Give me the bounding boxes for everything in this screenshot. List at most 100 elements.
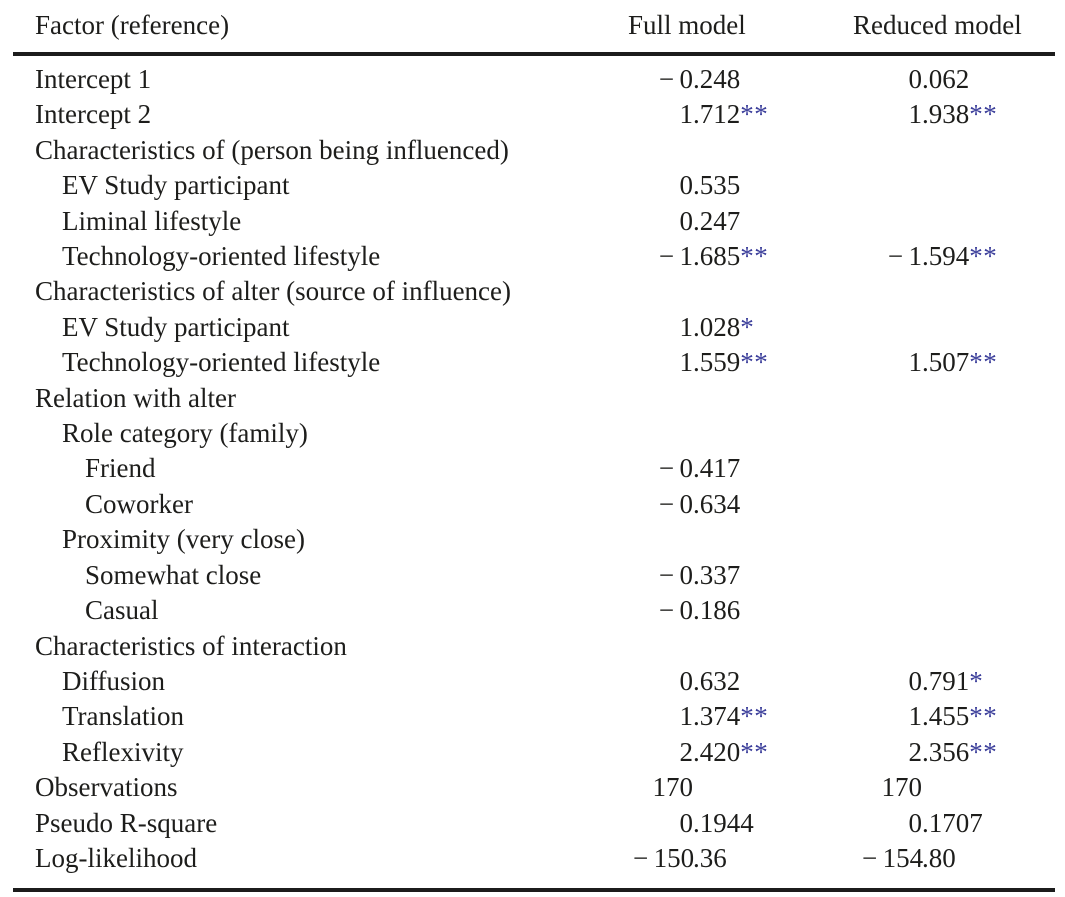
reduced-model-value (853, 204, 1055, 239)
value-decimal-part: .1944 (693, 807, 754, 838)
factor-label: Diffusion (62, 665, 166, 696)
value-decimal-part: .685 (693, 241, 741, 272)
reduced-model-value: − 154.80 (853, 841, 1055, 890)
value-integer-part: 0 (908, 64, 923, 94)
full-model-value: 0.632 (628, 664, 853, 699)
full-model-value (628, 274, 853, 309)
reduced-model-value (853, 522, 1055, 557)
value-integer-part: − 0 (658, 453, 693, 484)
value-decimal-part: .634 (693, 488, 741, 519)
table-row: Characteristics of (person being influen… (13, 133, 1055, 168)
table-row: Characteristics of interaction (13, 629, 1055, 664)
value-decimal-part: .1707 (922, 807, 983, 838)
full-model-value: 0.1944 (628, 806, 853, 841)
value-decimal-part: .028 (693, 311, 741, 342)
value-decimal-part: .420 (693, 736, 741, 767)
value-integer-part: 0 (679, 205, 694, 236)
value-decimal-part: .938 (922, 99, 970, 130)
full-model-value: − 0.186 (628, 593, 853, 628)
value-decimal-part: .712 (693, 99, 741, 130)
value-integer-part: − 154 (862, 842, 924, 873)
full-model-value: 0.247 (628, 204, 853, 239)
significance-stars: * (740, 311, 755, 342)
value-integer-part: 1 (908, 701, 923, 732)
factor-label: EV Study participant (62, 311, 290, 342)
column-header-factor: Factor (reference) (13, 0, 628, 56)
factor-label: Technology-oriented lifestyle (62, 241, 381, 272)
full-model-value: 1.559** (628, 345, 853, 380)
reduced-model-value (853, 310, 1055, 345)
factor-label: Translation (62, 701, 185, 732)
reduced-model-value (853, 274, 1055, 309)
value-decimal-part: .356 (922, 736, 970, 767)
full-model-value: 1.374** (628, 699, 853, 734)
full-model-value (628, 416, 853, 451)
value-decimal-part: .374 (693, 701, 741, 732)
table-row: Translation 1.374** 1.455** (13, 699, 1055, 734)
factor-label: Characteristics of interaction (35, 630, 347, 661)
value-integer-part: 1 (679, 701, 694, 732)
value-integer-part: 170 (652, 772, 694, 803)
reduced-model-value: 0.791* (853, 664, 1055, 699)
value-decimal-part: .417 (693, 453, 741, 484)
value-decimal-part: .535 (693, 170, 741, 201)
significance-stars: ** (740, 701, 769, 732)
value-decimal-part: .186 (693, 595, 741, 626)
factor-label: Technology-oriented lifestyle (62, 347, 381, 378)
table-row: Friend − 0.417 (13, 451, 1055, 486)
table-row: Technology-oriented lifestyle 1.559** 1.50… (13, 345, 1055, 380)
table-row: EV Study participant 1.028* (13, 310, 1055, 345)
full-model-value: 1.028* (628, 310, 853, 345)
full-model-value: − 0.248 (628, 54, 853, 97)
significance-stars: ** (740, 241, 769, 272)
table-row: Pseudo R-square 0.1944 0.1707 (13, 806, 1055, 841)
table-row: Intercept 2 1.712** 1.938** (13, 97, 1055, 132)
significance-stars: ** (969, 241, 998, 272)
value-integer-part: 2 (908, 736, 923, 767)
table-row: Role category (family) (13, 416, 1055, 451)
table-row: Reflexivity 2.420** 2.356** (13, 735, 1055, 770)
full-model-value: 1.712** (628, 97, 853, 132)
table-row: Technology-oriented lifestyle − 1.685** − … (13, 239, 1055, 274)
significance-stars: ** (969, 347, 998, 378)
value-decimal-part: .337 (693, 559, 741, 590)
table-body: Intercept 1− 0.248 0.062 Intercept 2 1.712*… (13, 54, 1055, 890)
reduced-model-value (853, 629, 1055, 664)
factor-label: Characteristics of alter (source of infl… (35, 276, 512, 307)
table-row: Relation with alter (13, 381, 1055, 416)
significance-stars: ** (740, 736, 769, 767)
value-decimal-part: .559 (693, 347, 741, 378)
factor-label: Reflexivity (62, 736, 184, 767)
full-model-value (628, 381, 853, 416)
significance-stars: ** (740, 347, 769, 378)
reduced-model-value: 1.938** (853, 97, 1055, 132)
value-decimal-part: .507 (922, 347, 970, 378)
full-model-value (628, 133, 853, 168)
reduced-model-value: 1.455** (853, 699, 1055, 734)
regression-results-table: Factor (reference) Full model Reduced mo… (13, 0, 1055, 893)
value-decimal-part: .248 (693, 64, 741, 94)
full-model-value: − 0.337 (628, 558, 853, 593)
value-integer-part: 0 (679, 665, 694, 696)
reduced-model-value: 0.062 (853, 54, 1055, 97)
reduced-model-value: 1.507** (853, 345, 1055, 380)
factor-label: Role category (family) (62, 418, 308, 449)
table-row: Proximity (very close) (13, 522, 1055, 557)
value-decimal-part: .455 (922, 701, 970, 732)
factor-label: Intercept 1 (35, 64, 152, 94)
factor-label: EV Study participant (62, 170, 290, 201)
significance-stars: ** (969, 99, 998, 130)
value-integer-part: − 1 (887, 241, 922, 272)
value-decimal-part: .791 (922, 665, 970, 696)
reduced-model-value: 2.356** (853, 735, 1055, 770)
value-integer-part: − 0 (658, 488, 693, 519)
full-model-value (628, 629, 853, 664)
factor-label: Friend (85, 453, 156, 484)
reduced-model-value (853, 416, 1055, 451)
value-integer-part: 0 (679, 807, 694, 838)
factor-label: Coworker (85, 488, 193, 519)
full-model-value: 170 (628, 770, 853, 805)
significance-stars: ** (969, 736, 998, 767)
reduced-model-value (853, 593, 1055, 628)
full-model-value (628, 522, 853, 557)
